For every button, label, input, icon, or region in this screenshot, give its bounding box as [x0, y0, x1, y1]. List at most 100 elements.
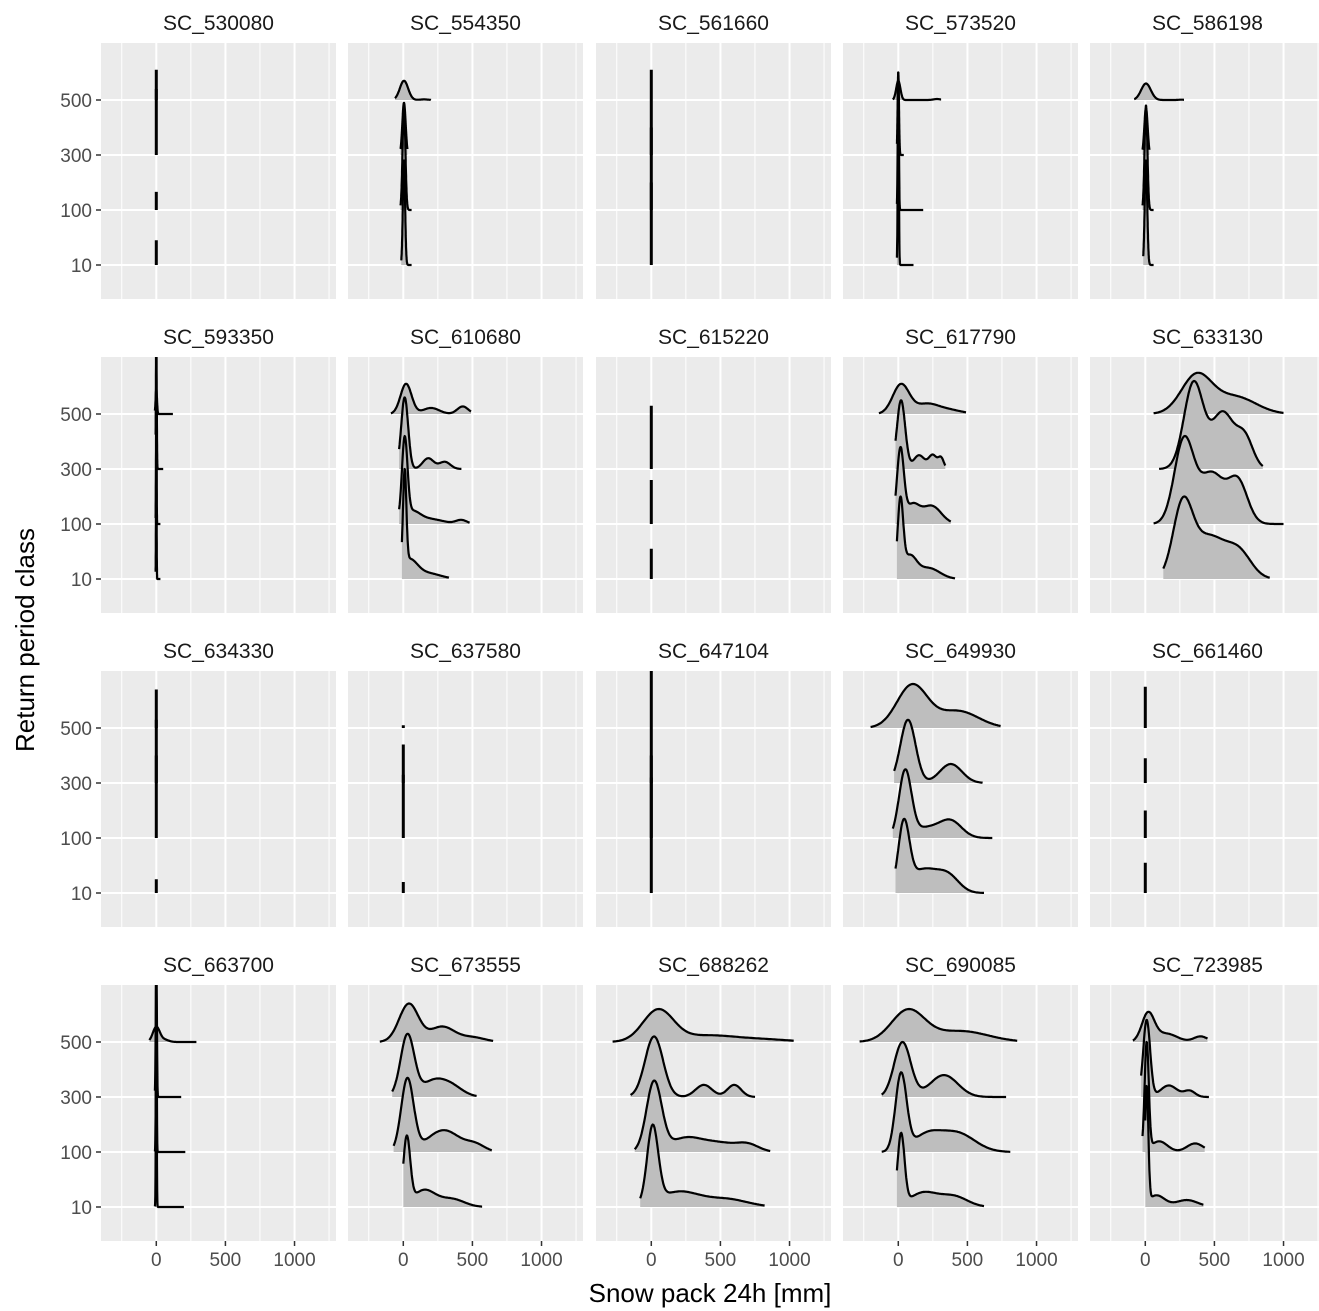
x-tick-label: 1000: [1262, 1250, 1304, 1271]
density-ridge: [1133, 82, 1185, 102]
density-fill: [896, 496, 955, 579]
facet-panel: SC_649930: [843, 640, 1078, 927]
x-tick-label: 0: [893, 1250, 904, 1271]
panel-title: SC_663700: [163, 954, 274, 977]
density-ridge: [649, 480, 653, 524]
density-ridge: [154, 689, 158, 838]
panel-title: SC_688262: [658, 954, 769, 977]
panel-title: SC_637580: [410, 640, 521, 663]
density-ridge: [1143, 686, 1147, 728]
panel-background: [596, 357, 831, 613]
density-ridge: [1142, 159, 1155, 267]
panel-title: SC_633130: [1152, 326, 1263, 349]
density-ridge: [649, 405, 653, 414]
density-fill: [379, 1003, 494, 1042]
x-tick-label: 0: [151, 1250, 162, 1271]
density-ridge: [394, 79, 432, 101]
panel-background: [596, 671, 831, 927]
facet-panel: SC_530080 10 100 300 500: [60, 12, 336, 299]
x-tick-label: 1000: [768, 1250, 810, 1271]
y-tick-label: 100: [60, 829, 92, 850]
panel-background: [843, 357, 1078, 613]
density-ridge: [154, 412, 162, 581]
y-tick-label: 500: [60, 91, 92, 112]
panel-title: SC_647104: [658, 640, 769, 663]
ridges: [870, 682, 1001, 894]
density-fill: [630, 1036, 755, 1097]
panel-background: [1090, 671, 1319, 927]
y-tick-label: 300: [60, 774, 92, 795]
facet-panel: SC_615220: [596, 326, 831, 613]
ridges: [859, 1007, 1018, 1208]
density-ridge: [153, 1040, 185, 1209]
density-ridge: [154, 240, 158, 265]
density-ridge: [894, 817, 985, 894]
density-fill: [896, 1132, 984, 1207]
panel-title: SC_649930: [905, 640, 1016, 663]
ridges: [390, 382, 472, 579]
facet-panel: SC_661460: [1090, 640, 1319, 927]
panel-background: [1090, 43, 1319, 299]
ridges: [1133, 82, 1185, 267]
y-tick-label: 10: [71, 884, 92, 905]
density-ridge: [633, 1079, 771, 1153]
density-ridge: [1143, 862, 1147, 893]
density-ridge: [154, 879, 158, 893]
density-fill: [1132, 1011, 1208, 1042]
density-ridge: [1153, 371, 1284, 415]
y-tick-label: 300: [60, 1088, 92, 1109]
x-tick-label: 0: [1140, 1250, 1151, 1271]
density-ridge: [1158, 379, 1264, 470]
density-ridge: [649, 777, 653, 893]
density-ridge: [859, 1007, 1018, 1043]
density-fill: [612, 1009, 794, 1042]
density-fill: [1134, 83, 1184, 100]
ridges: [878, 382, 967, 580]
x-tick-label: 500: [457, 1250, 489, 1271]
panel-background: [596, 43, 831, 299]
panel-background: [348, 357, 583, 613]
facet-panel: SC_647104: [596, 640, 831, 927]
panel-title: SC_617790: [905, 326, 1016, 349]
density-fill: [401, 469, 449, 579]
density-ridge: [895, 71, 925, 212]
density-fill: [149, 1026, 197, 1042]
density-ridge: [878, 382, 967, 415]
density-ridge: [649, 548, 653, 579]
panel-title: SC_673555: [410, 954, 521, 977]
density-ridge: [649, 414, 653, 469]
density-ridge: [1143, 810, 1147, 838]
panel-title: SC_573520: [905, 12, 1016, 35]
facet-panel: SC_573520: [843, 12, 1078, 299]
x-tick-label: 1000: [273, 1250, 315, 1271]
x-axis-title: Snow pack 24h [mm]: [589, 1278, 832, 1308]
density-fill: [403, 1135, 483, 1207]
density-ridge: [612, 1007, 794, 1043]
facet-panel: SC_690085 0 500 1000: [843, 954, 1078, 1271]
density-ridge: [392, 1076, 493, 1152]
density-fill: [395, 80, 431, 100]
facet-panel: SC_561660: [596, 12, 831, 299]
density-ridge: [649, 127, 653, 210]
density-ridge: [649, 671, 653, 728]
panel-title: SC_561660: [658, 12, 769, 35]
density-fill: [393, 1077, 492, 1152]
x-tick-label: 0: [398, 1250, 409, 1271]
density-ridge: [153, 985, 183, 1099]
ridges: [612, 1007, 794, 1207]
facet-panel: SC_554350: [348, 12, 583, 299]
density-ridge: [399, 104, 413, 212]
panel-title: SC_554350: [410, 12, 521, 35]
density-fill: [895, 447, 951, 524]
facet-panel: SC_634330 10 100 300 500: [60, 640, 336, 927]
density-ridge: [154, 89, 158, 155]
density-ridge: [399, 101, 409, 150]
panel-background: [101, 43, 336, 299]
density-ridge: [154, 357, 165, 471]
density-fill: [895, 818, 984, 893]
x-tick-label: 0: [646, 1250, 657, 1271]
density-fill: [640, 1124, 765, 1207]
density-ridge: [401, 744, 405, 838]
y-axis-title: Return period class: [10, 528, 40, 752]
density-ridge: [1132, 1010, 1209, 1042]
